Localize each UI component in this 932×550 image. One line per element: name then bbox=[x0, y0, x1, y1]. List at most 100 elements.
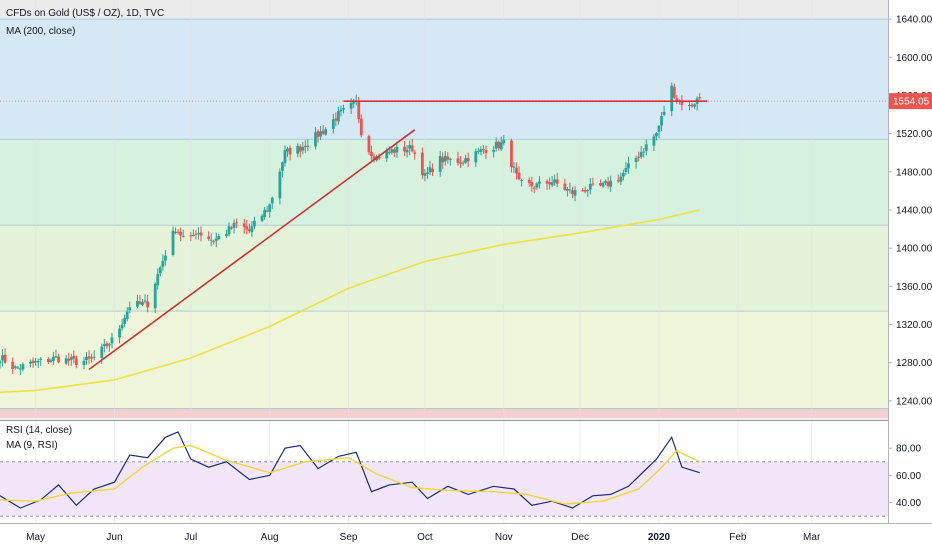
price-axis-bg bbox=[888, 0, 932, 523]
candle-body bbox=[639, 152, 643, 157]
candle bbox=[36, 358, 40, 368]
candle-body bbox=[171, 230, 175, 255]
candle bbox=[141, 298, 144, 307]
rsi-ma-legend[interactable]: MA (9, RSI) bbox=[6, 440, 58, 451]
candle bbox=[392, 147, 396, 158]
candle bbox=[566, 186, 569, 197]
candle bbox=[146, 295, 149, 313]
candle-body bbox=[247, 229, 251, 231]
candle-body bbox=[110, 337, 114, 344]
candle bbox=[403, 140, 406, 157]
candle-body bbox=[141, 302, 144, 305]
price-tick-label-6: 1400.00 bbox=[896, 244, 932, 255]
candle bbox=[479, 146, 483, 156]
candle-body bbox=[52, 356, 55, 361]
ma200-legend[interactable]: MA (200, close) bbox=[6, 26, 76, 37]
candle bbox=[18, 364, 22, 376]
candle bbox=[69, 353, 73, 366]
candle bbox=[125, 307, 129, 322]
candle bbox=[268, 203, 272, 218]
candle bbox=[227, 222, 231, 237]
candle-body bbox=[54, 356, 58, 358]
candle-body bbox=[349, 103, 353, 109]
candle-body bbox=[456, 158, 460, 164]
candle-body bbox=[270, 197, 274, 204]
candle bbox=[260, 214, 264, 223]
candle-body bbox=[588, 184, 592, 190]
candle bbox=[331, 113, 335, 134]
candle-body bbox=[571, 190, 574, 195]
fib-band-3 bbox=[0, 311, 888, 409]
candle-body bbox=[181, 235, 185, 237]
candle bbox=[314, 127, 317, 150]
price-tick-label-8: 1320.00 bbox=[896, 320, 932, 331]
candle-body bbox=[553, 179, 557, 183]
candle-body bbox=[688, 104, 691, 107]
fib-band-2 bbox=[0, 225, 888, 312]
candle-body bbox=[212, 241, 216, 243]
candle bbox=[621, 169, 625, 181]
candle bbox=[21, 362, 25, 372]
candle bbox=[586, 189, 590, 197]
candle-body bbox=[690, 104, 694, 107]
candle bbox=[413, 149, 417, 160]
candle bbox=[270, 196, 274, 209]
candle-body bbox=[235, 222, 239, 224]
candle-body bbox=[194, 233, 198, 235]
symbol-title[interactable]: CFDs on Gold (US$ / OZ), 1D, TVC bbox=[6, 8, 165, 19]
candle bbox=[230, 226, 233, 230]
candle-body bbox=[395, 146, 399, 153]
rsi-legend[interactable]: RSI (14, close) bbox=[6, 425, 73, 436]
candle-body bbox=[476, 150, 480, 152]
time-tick-label-5: Oct bbox=[417, 532, 433, 543]
time-tick-label-0: May bbox=[26, 532, 45, 543]
candle bbox=[34, 357, 38, 366]
candle-body bbox=[29, 361, 32, 364]
candle-body bbox=[321, 130, 325, 134]
candle bbox=[163, 250, 167, 266]
candle-body bbox=[214, 238, 218, 241]
candle-body bbox=[420, 152, 424, 176]
candle bbox=[85, 352, 88, 365]
candle-body bbox=[232, 223, 236, 228]
candle bbox=[31, 357, 35, 368]
candle-body bbox=[499, 142, 503, 150]
candle-body bbox=[387, 152, 391, 154]
candle bbox=[225, 229, 228, 238]
candle bbox=[138, 295, 142, 305]
candle bbox=[474, 148, 478, 168]
candle bbox=[464, 154, 468, 164]
candle bbox=[118, 325, 121, 344]
candle-body bbox=[189, 235, 193, 237]
candle bbox=[426, 166, 429, 179]
candle bbox=[207, 231, 211, 241]
candle bbox=[143, 294, 147, 304]
candle-body bbox=[680, 100, 684, 105]
candle-body bbox=[644, 144, 648, 151]
last-price-label: 1554.05 bbox=[893, 97, 930, 108]
candle bbox=[428, 160, 432, 176]
rsi-tick-label-1: 60.00 bbox=[896, 471, 921, 482]
price-tick-label-7: 1360.00 bbox=[896, 282, 932, 293]
candle bbox=[581, 188, 585, 192]
candle-body bbox=[410, 145, 414, 152]
candle-body bbox=[82, 360, 86, 366]
candle-body bbox=[268, 204, 272, 212]
candle bbox=[660, 112, 663, 132]
candle bbox=[568, 182, 572, 194]
candle bbox=[281, 161, 284, 178]
candle bbox=[548, 177, 551, 190]
candle bbox=[675, 95, 679, 104]
candle bbox=[54, 349, 58, 359]
candle-body bbox=[57, 356, 60, 363]
candle-body bbox=[512, 166, 516, 168]
candle-body bbox=[515, 168, 518, 174]
candle-body bbox=[163, 255, 167, 261]
candle bbox=[283, 145, 287, 167]
candle-body bbox=[161, 260, 165, 267]
candle-body bbox=[609, 180, 613, 187]
candle bbox=[693, 103, 697, 110]
candle bbox=[604, 179, 607, 186]
candle-body bbox=[39, 358, 43, 360]
